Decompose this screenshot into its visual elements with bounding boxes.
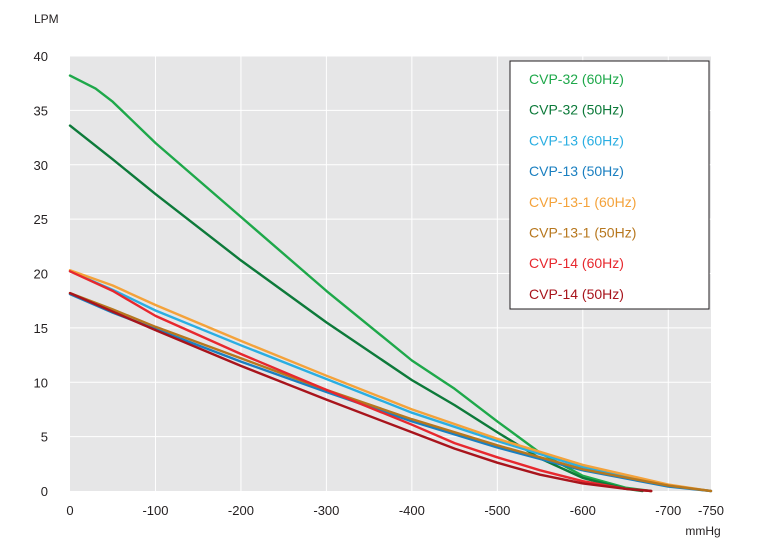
x-tick-label: -750 xyxy=(698,503,724,518)
series-lines xyxy=(68,74,713,493)
y-axis-label: LPM xyxy=(34,12,59,26)
legend-label: CVP-13-1 (60Hz) xyxy=(529,194,636,210)
legend-label: CVP-32 (50Hz) xyxy=(529,102,624,118)
legend-box xyxy=(509,60,710,310)
legend-label: CVP-14 (50Hz) xyxy=(529,286,624,302)
legend-label: CVP-13 (50Hz) xyxy=(529,163,624,179)
series-line-4 xyxy=(68,269,713,493)
x-tick-label: -100 xyxy=(142,503,168,518)
y-tick-label: 10 xyxy=(34,375,48,390)
y-tick-label: 0 xyxy=(41,484,48,499)
y-tick-label: 25 xyxy=(34,212,48,227)
y-tick-label: 5 xyxy=(41,430,48,445)
y-tick-label: 35 xyxy=(34,103,48,118)
series-line-7 xyxy=(68,291,653,493)
y-tick-label: 20 xyxy=(34,267,48,282)
x-tick-label: -700 xyxy=(655,503,681,518)
x-tick-label: -400 xyxy=(399,503,425,518)
y-tick-labels: 0 5 10 15 20 25 30 35 40 xyxy=(34,49,48,499)
y-tick-label: 40 xyxy=(34,49,48,64)
x-tick-label: -500 xyxy=(484,503,510,518)
x-tick-label: -200 xyxy=(228,503,254,518)
x-tick-label: -300 xyxy=(313,503,339,518)
legend-label: CVP-14 (60Hz) xyxy=(529,255,624,271)
legend-label: CVP-32 (60Hz) xyxy=(529,71,624,87)
x-tick-label: -600 xyxy=(570,503,596,518)
y-tick-label: 15 xyxy=(34,321,48,336)
x-tick-label: 0 xyxy=(66,503,73,518)
series-line-0 xyxy=(68,74,653,493)
series-line-5 xyxy=(68,291,713,493)
legend: CVP-32 (60Hz) CVP-32 (50Hz) CVP-13 (60Hz) C… xyxy=(509,60,710,310)
series-line-6 xyxy=(68,270,653,493)
legend-label: CVP-13 (60Hz) xyxy=(529,132,624,148)
series-line-1 xyxy=(68,124,644,493)
legend-label: CVP-13-1 (50Hz) xyxy=(529,225,636,241)
x-tick-labels: 0 -100 -200 -300 -400 -500 -600 -700 -750 xyxy=(66,503,724,518)
x-axis-label: mmHg xyxy=(685,524,720,538)
y-tick-label: 30 xyxy=(34,158,48,173)
